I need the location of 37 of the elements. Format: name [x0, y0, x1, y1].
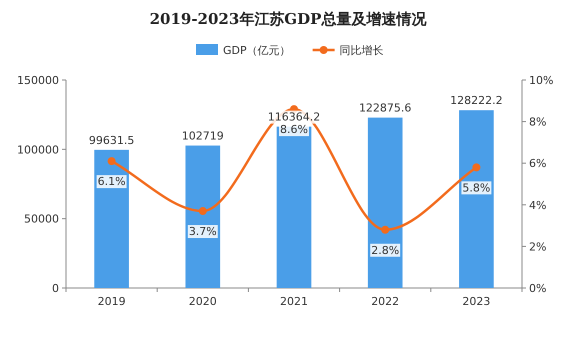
point: [198, 207, 207, 216]
data-label: 5.8%: [462, 181, 490, 194]
legend-label: 同比增长: [340, 44, 384, 57]
data-label: 122875.6: [358, 102, 412, 115]
y2-tick-label: 8%: [529, 116, 546, 129]
bar: [94, 150, 129, 288]
data-label: 128222.2: [450, 94, 503, 108]
x-tick-label: 2019: [98, 295, 126, 308]
data-label: 99631.5: [88, 134, 134, 147]
y2-tick-label: 0%: [529, 282, 546, 295]
data-label: 8.6%: [280, 123, 308, 136]
y2-tick-label: 6%: [529, 157, 546, 170]
x-tick-label: 2020: [188, 295, 217, 308]
data-label: 2.8%: [371, 244, 400, 257]
y-tick-label: 0: [52, 282, 59, 295]
y-tick-label: 50000: [24, 212, 59, 226]
data-label: 3.7%: [188, 225, 217, 238]
point: [108, 157, 116, 166]
x-tick-label: 2023: [462, 295, 490, 308]
bar: [276, 126, 312, 288]
point: [472, 163, 480, 172]
x-tick-label: 2022: [371, 295, 400, 308]
chart-title: 2019-2023年江苏GDP总量及增速情况: [150, 10, 428, 28]
y-tick-label: 100000: [17, 143, 59, 156]
data-label: 6.1%: [98, 175, 126, 188]
legend-label: GDP（亿元）: [223, 44, 291, 57]
point: [381, 226, 390, 234]
x-tick-label: 2021: [280, 295, 308, 308]
y2-tick-label: 2%: [529, 240, 546, 254]
y-tick-label: 150000: [17, 74, 59, 87]
bar: [368, 118, 403, 288]
y2-tick-label: 10%: [529, 74, 554, 87]
bar: [185, 146, 220, 288]
y2-tick-label: 4%: [529, 198, 546, 212]
data-label: 102719: [182, 130, 224, 143]
bar: [459, 110, 494, 288]
data-label: 116364.2: [268, 110, 320, 124]
